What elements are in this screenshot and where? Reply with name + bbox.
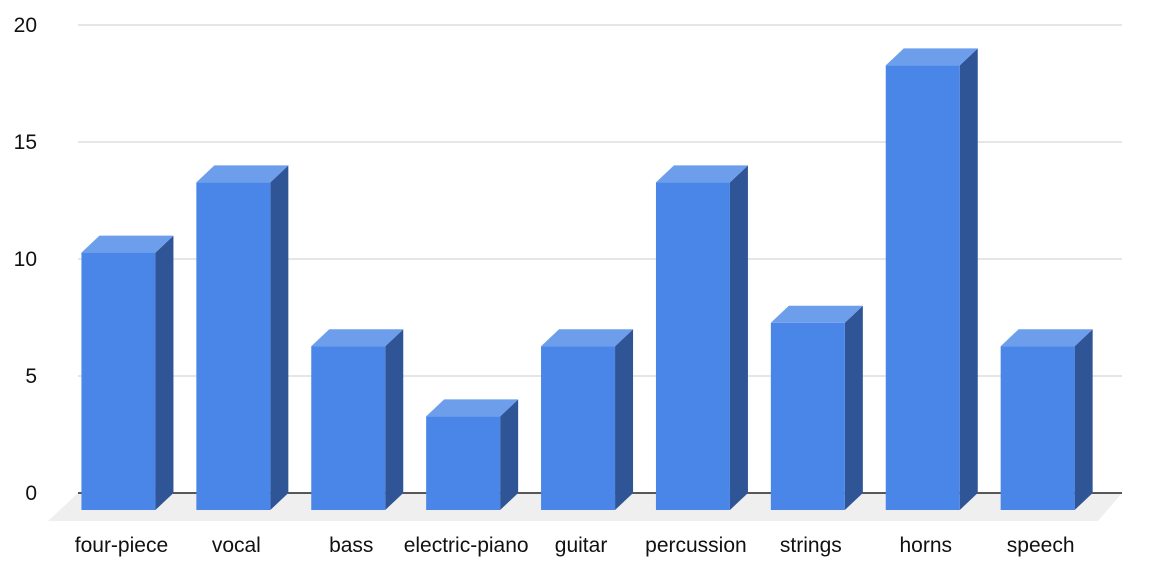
bar-side	[1074, 329, 1093, 510]
bar-top	[426, 399, 519, 417]
bar-bass	[311, 329, 404, 510]
bar-side	[500, 399, 519, 510]
x-tick-label: electric-piano	[404, 534, 529, 557]
bar-top	[770, 305, 863, 323]
x-tick-label: percussion	[645, 534, 747, 557]
bar-top	[1000, 329, 1093, 347]
bar-top	[541, 329, 634, 347]
bar-front	[81, 252, 156, 510]
bar-front	[770, 322, 845, 510]
bar-side	[385, 329, 404, 510]
y-tick-label: 0	[25, 482, 37, 505]
bar-horns	[885, 48, 978, 511]
y-axis-ticks: 0 5 10 15 20	[14, 14, 37, 505]
bars	[81, 48, 1093, 511]
bar-top	[196, 165, 289, 183]
bar-side	[844, 305, 863, 510]
bar-top	[311, 329, 404, 347]
bar-front	[655, 182, 730, 510]
bar-vocal	[196, 165, 289, 510]
bar-electric-piano	[426, 399, 519, 510]
x-tick-label: strings	[780, 534, 842, 557]
bar-side	[155, 235, 174, 510]
bar-front	[885, 65, 960, 511]
bar-top	[885, 48, 978, 66]
bar-front	[541, 346, 616, 510]
bar-side	[729, 165, 748, 510]
x-axis-ticks: four-piece vocal bass electric-piano guitar p…	[75, 534, 1075, 557]
x-tick-label: speech	[1007, 534, 1075, 557]
bar-top	[81, 235, 174, 253]
bar-top	[655, 165, 748, 183]
bar-four-piece	[81, 235, 174, 510]
bar-guitar	[541, 329, 634, 510]
bar-side	[615, 329, 634, 510]
y-tick-label: 10	[14, 248, 37, 271]
y-tick-label: 5	[25, 365, 37, 388]
bar-side	[270, 165, 289, 510]
bar-front	[1000, 346, 1075, 510]
x-tick-label: four-piece	[75, 534, 168, 557]
y-tick-label: 20	[14, 14, 37, 37]
x-tick-label: guitar	[555, 534, 608, 557]
bar-front	[311, 346, 386, 510]
y-tick-label: 15	[14, 131, 37, 154]
bar-front	[196, 182, 271, 510]
bar-speech	[1000, 329, 1093, 510]
x-tick-label: horns	[899, 534, 952, 557]
bar-strings	[770, 305, 863, 510]
bar-percussion	[655, 165, 748, 510]
x-tick-label: vocal	[212, 534, 261, 557]
bar-front	[426, 416, 501, 510]
bar-side	[959, 48, 978, 511]
x-tick-label: bass	[329, 534, 373, 557]
